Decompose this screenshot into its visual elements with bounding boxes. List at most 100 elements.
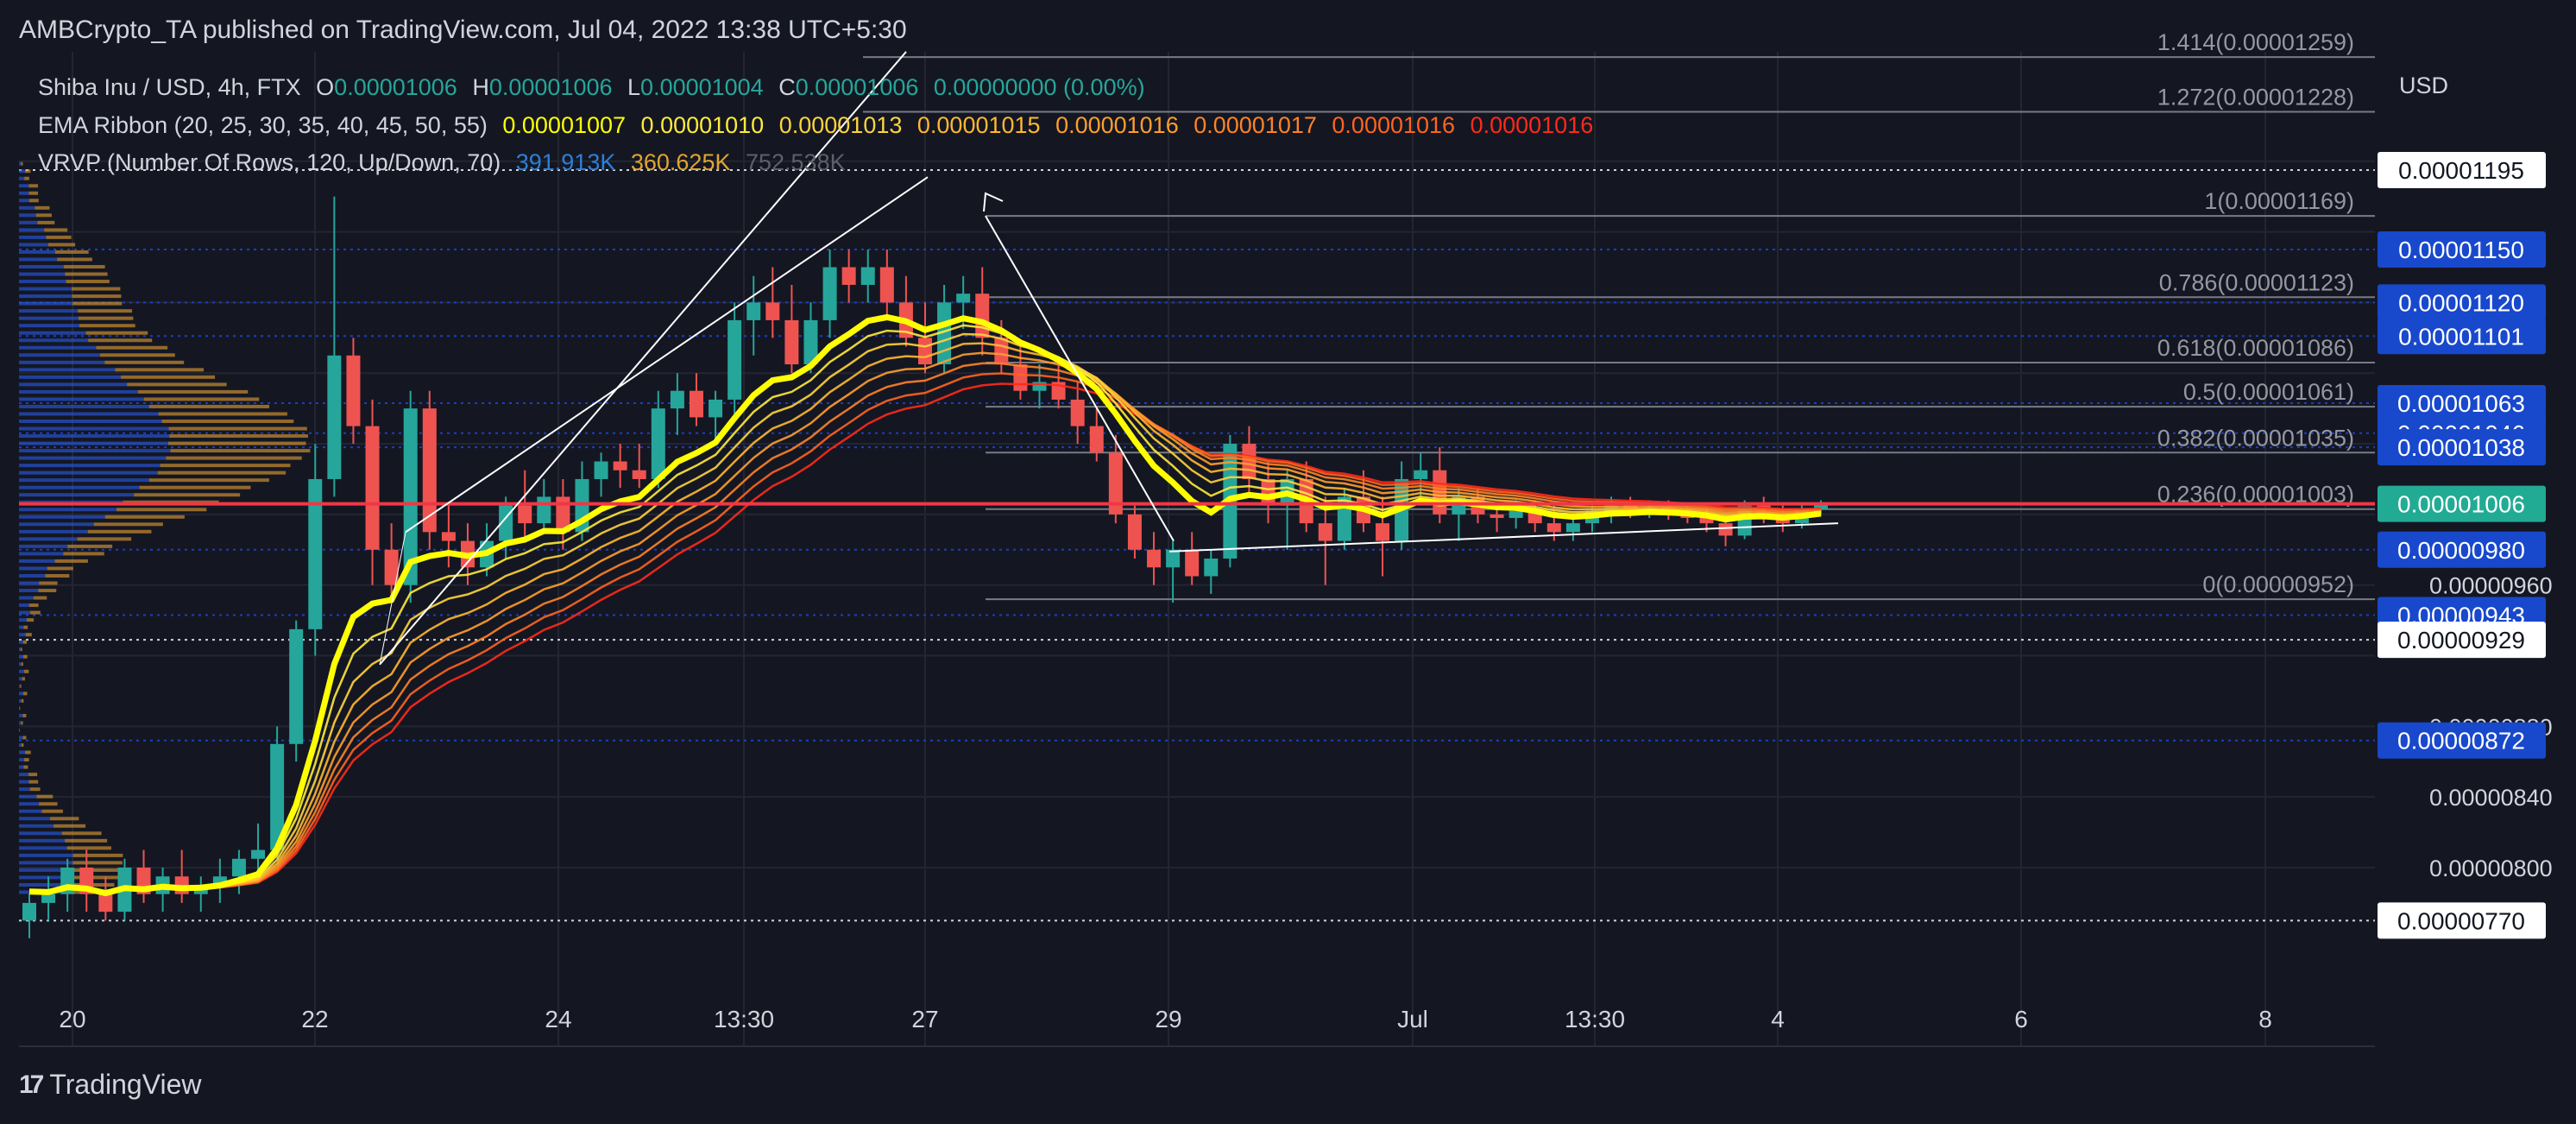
candle-body[interactable]: [327, 355, 342, 479]
candle-body[interactable]: [956, 294, 971, 303]
candle-body[interactable]: [251, 849, 266, 859]
ema-line-50[interactable]: [28, 372, 1822, 893]
candle-body[interactable]: [98, 894, 113, 912]
candle-body[interactable]: [384, 549, 399, 585]
candle-body[interactable]: [1699, 517, 1714, 524]
candle-body[interactable]: [1185, 549, 1200, 577]
candle-body[interactable]: [1718, 523, 1733, 536]
candle-body[interactable]: [441, 532, 456, 541]
candle-body[interactable]: [765, 302, 780, 320]
price-label-box[interactable]: [2378, 152, 2546, 188]
candle-body[interactable]: [41, 894, 56, 903]
legend-ema: EMA Ribbon (20, 25, 30, 35, 40, 45, 50, …: [38, 112, 1602, 139]
candle-body[interactable]: [1127, 514, 1142, 550]
candle-body[interactable]: [1108, 452, 1123, 515]
candle-body[interactable]: [709, 399, 723, 418]
ema-line-55[interactable]: [28, 382, 1822, 892]
candle-body[interactable]: [308, 478, 323, 629]
price-label-box[interactable]: [2378, 902, 2546, 939]
channel-lower-line[interactable]: [405, 176, 929, 534]
candle-body[interactable]: [1376, 523, 1390, 541]
candle-body[interactable]: [1565, 523, 1580, 533]
candle-body[interactable]: [689, 390, 703, 418]
candle-body[interactable]: [822, 267, 837, 320]
candle-body[interactable]: [1013, 364, 1028, 391]
candle-body[interactable]: [1814, 503, 1828, 509]
volume-profile-down-bar: [22, 677, 25, 681]
price-label-box[interactable]: [2378, 284, 2546, 321]
candle-body[interactable]: [1032, 382, 1047, 391]
candle-body[interactable]: [556, 496, 570, 533]
candle-body[interactable]: [1318, 523, 1332, 541]
legend-ema-name[interactable]: EMA Ribbon (20, 25, 30, 35, 40, 45, 50, …: [38, 112, 488, 138]
channel-upper-line[interactable]: [379, 51, 907, 666]
ema-value-50: 0.00001016: [1332, 112, 1456, 138]
candle-body[interactable]: [403, 408, 418, 585]
candle-body[interactable]: [22, 902, 36, 921]
candle-body[interactable]: [212, 876, 227, 886]
candle-body[interactable]: [613, 461, 627, 470]
volume-profile-up-bar: [19, 338, 89, 343]
price-label-box[interactable]: [2378, 385, 2546, 422]
price-label-text: 0.00001150: [2398, 237, 2524, 263]
candle-body[interactable]: [784, 319, 799, 365]
candle-body[interactable]: [1166, 549, 1181, 568]
candle-body[interactable]: [1261, 478, 1275, 506]
candle-body[interactable]: [1089, 426, 1104, 453]
candle-body[interactable]: [1508, 510, 1523, 518]
candle-body[interactable]: [346, 355, 361, 426]
candle-body[interactable]: [1204, 559, 1219, 577]
volume-profile-down-bar: [121, 375, 216, 379]
candle-body[interactable]: [975, 294, 990, 338]
ema-line-20[interactable]: [28, 313, 1822, 897]
price-label-box[interactable]: [2378, 318, 2546, 355]
tradingview-brand[interactable]: 17 TradingView: [19, 1069, 201, 1101]
ema-line-45[interactable]: [28, 362, 1822, 893]
legend-vrvp-name[interactable]: VRVP (Number Of Rows, 120, Up/Down, 70): [38, 149, 501, 175]
candle-body[interactable]: [918, 338, 932, 365]
candle-body[interactable]: [1490, 514, 1504, 518]
candle-body[interactable]: [841, 267, 856, 285]
candle-body[interactable]: [670, 390, 684, 409]
candle-body[interactable]: [1147, 549, 1162, 568]
price-label-box[interactable]: [2378, 531, 2546, 568]
price-label-box[interactable]: [2378, 429, 2546, 466]
fib-level-label: 0.5(0.00001061): [2183, 379, 2354, 405]
candle-body[interactable]: [651, 408, 665, 479]
candle-body[interactable]: [746, 302, 761, 320]
candle-body[interactable]: [537, 496, 551, 524]
candle-body[interactable]: [422, 408, 437, 533]
candle-body[interactable]: [994, 338, 1009, 365]
candle-body[interactable]: [879, 267, 894, 303]
volume-profile-down-bar: [88, 338, 153, 343]
candle-body[interactable]: [270, 743, 285, 850]
candle-body[interactable]: [594, 461, 608, 479]
candle-body[interactable]: [1414, 470, 1428, 479]
volume-profile-down-bar: [78, 309, 133, 313]
candle-body[interactable]: [860, 267, 875, 285]
candle-body[interactable]: [1546, 523, 1561, 533]
legend-symbol[interactable]: Shiba Inu / USD, 4h, FTX: [38, 74, 301, 100]
price-label-box[interactable]: [2378, 622, 2546, 659]
candle-body[interactable]: [518, 505, 532, 524]
candle-body[interactable]: [632, 470, 646, 479]
volume-profile-up-bar: [19, 537, 78, 541]
candle-body[interactable]: [365, 426, 380, 550]
ema-line-40[interactable]: [28, 351, 1822, 893]
volume-profile-down-bar: [19, 706, 21, 710]
price-label-box[interactable]: [2378, 231, 2546, 268]
price-label-box[interactable]: [2378, 722, 2546, 759]
candle-body[interactable]: [289, 628, 304, 744]
candle-body[interactable]: [803, 319, 818, 365]
candle-body[interactable]: [1070, 399, 1085, 426]
candle-body[interactable]: [727, 319, 742, 400]
volume-profile-up-bar: [19, 199, 29, 203]
volume-profile-down-bar: [72, 853, 123, 857]
price-label-box[interactable]: [2378, 485, 2546, 522]
support-trendline[interactable]: [1168, 522, 1839, 553]
downtrend-line[interactable]: [985, 215, 1175, 542]
legend-ohlc: Shiba Inu / USD, 4h, FTX O0.00001006 H0.…: [38, 74, 1154, 101]
candle-body[interactable]: [231, 858, 246, 877]
volume-profile-down-bar: [23, 625, 28, 629]
